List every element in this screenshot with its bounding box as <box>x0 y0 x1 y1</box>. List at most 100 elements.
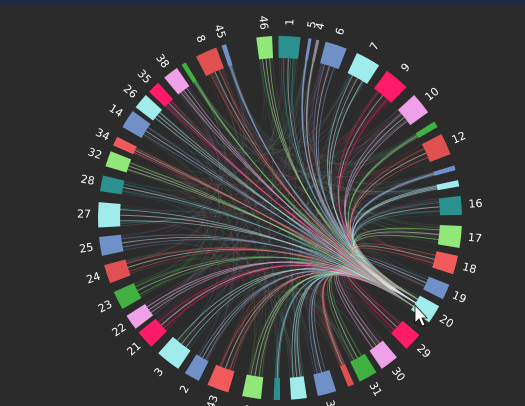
chord <box>188 276 402 350</box>
node-arc[interactable] <box>350 353 377 382</box>
node-arc[interactable] <box>98 202 121 228</box>
chord <box>134 263 341 367</box>
chord <box>144 173 434 305</box>
chord <box>228 60 307 370</box>
chord <box>295 58 419 165</box>
node-label: 21 <box>124 339 143 358</box>
chord <box>120 96 385 236</box>
node-label: 12 <box>450 129 468 147</box>
node-arc[interactable] <box>113 136 137 155</box>
node-arc[interactable] <box>320 41 347 70</box>
chord <box>142 135 256 376</box>
node-arc[interactable] <box>397 95 429 126</box>
chord <box>133 172 434 284</box>
chord <box>171 100 440 208</box>
chord <box>122 189 203 262</box>
node-arc[interactable] <box>158 336 191 369</box>
chord <box>221 68 434 263</box>
chord <box>310 114 403 373</box>
node-arc[interactable] <box>278 36 301 60</box>
node-label: 38 <box>153 52 172 71</box>
node-label: 10 <box>422 85 441 104</box>
node-arc[interactable] <box>437 224 462 249</box>
chord <box>252 58 274 376</box>
chord <box>221 60 308 368</box>
node-arc[interactable] <box>207 364 235 393</box>
chord <box>315 80 363 365</box>
chord <box>124 114 212 192</box>
chord <box>122 191 211 320</box>
node-label: 36 <box>323 399 339 406</box>
chord <box>228 66 279 378</box>
chord <box>158 81 231 323</box>
highlight-chord <box>269 58 414 307</box>
node-arc[interactable] <box>305 38 312 61</box>
chord <box>300 59 417 164</box>
node-arc[interactable] <box>99 175 125 195</box>
node-arc[interactable] <box>311 39 320 62</box>
node-arc[interactable] <box>122 111 151 138</box>
chord <box>178 93 238 361</box>
chord <box>122 75 231 195</box>
chord <box>135 242 436 287</box>
node-arc[interactable] <box>126 303 154 329</box>
node-arc[interactable] <box>242 374 264 400</box>
node-arc <box>273 377 280 400</box>
node-arc[interactable] <box>113 283 142 309</box>
node-arc[interactable] <box>391 320 420 349</box>
node-label: 31 <box>366 380 384 399</box>
node-arc[interactable] <box>289 376 307 400</box>
node-arc[interactable] <box>369 340 397 369</box>
node-arc[interactable] <box>135 95 163 121</box>
node-arc[interactable] <box>432 251 459 275</box>
node-arc[interactable] <box>105 151 132 173</box>
chord <box>127 101 390 184</box>
node-arc[interactable] <box>195 47 224 77</box>
node-arc[interactable] <box>104 259 131 284</box>
node-arc[interactable] <box>438 195 462 216</box>
chord <box>231 264 425 371</box>
node-arc[interactable] <box>164 68 190 95</box>
chord <box>303 61 365 146</box>
node-arc[interactable] <box>221 44 233 67</box>
node-label: 22 <box>110 321 129 340</box>
chords <box>120 57 440 378</box>
node-arc[interactable] <box>184 354 209 381</box>
chord <box>260 293 353 377</box>
chord <box>220 294 279 378</box>
chord <box>228 290 356 370</box>
chord <box>195 81 387 155</box>
node-arc[interactable] <box>374 70 407 103</box>
node-arc[interactable] <box>98 234 124 256</box>
chord <box>327 74 426 286</box>
node-arc[interactable] <box>421 133 451 162</box>
node-arc[interactable] <box>149 82 173 107</box>
chord <box>229 65 316 375</box>
chord <box>135 147 228 356</box>
node-arc[interactable] <box>347 53 380 84</box>
chord <box>327 73 427 283</box>
chord <box>262 149 425 378</box>
node-arc[interactable] <box>313 370 337 397</box>
node-arc[interactable] <box>411 295 440 323</box>
node-label: 28 <box>80 172 96 187</box>
chord <box>211 72 267 378</box>
top-bar <box>0 0 525 5</box>
node-arc[interactable] <box>256 36 274 60</box>
node-arc[interactable] <box>423 276 450 300</box>
chord <box>229 295 303 377</box>
node-arc[interactable] <box>138 318 167 347</box>
node-label: 9 <box>398 61 412 75</box>
chord <box>124 180 440 214</box>
chord <box>193 82 363 356</box>
arcs <box>98 36 462 400</box>
chord <box>289 294 344 378</box>
chord <box>120 205 344 366</box>
node-label: 46 <box>256 15 270 30</box>
highlight-chord <box>120 209 414 307</box>
chord <box>129 257 355 361</box>
chord <box>196 64 325 147</box>
chord <box>126 95 384 265</box>
node-label: 14 <box>106 102 125 121</box>
